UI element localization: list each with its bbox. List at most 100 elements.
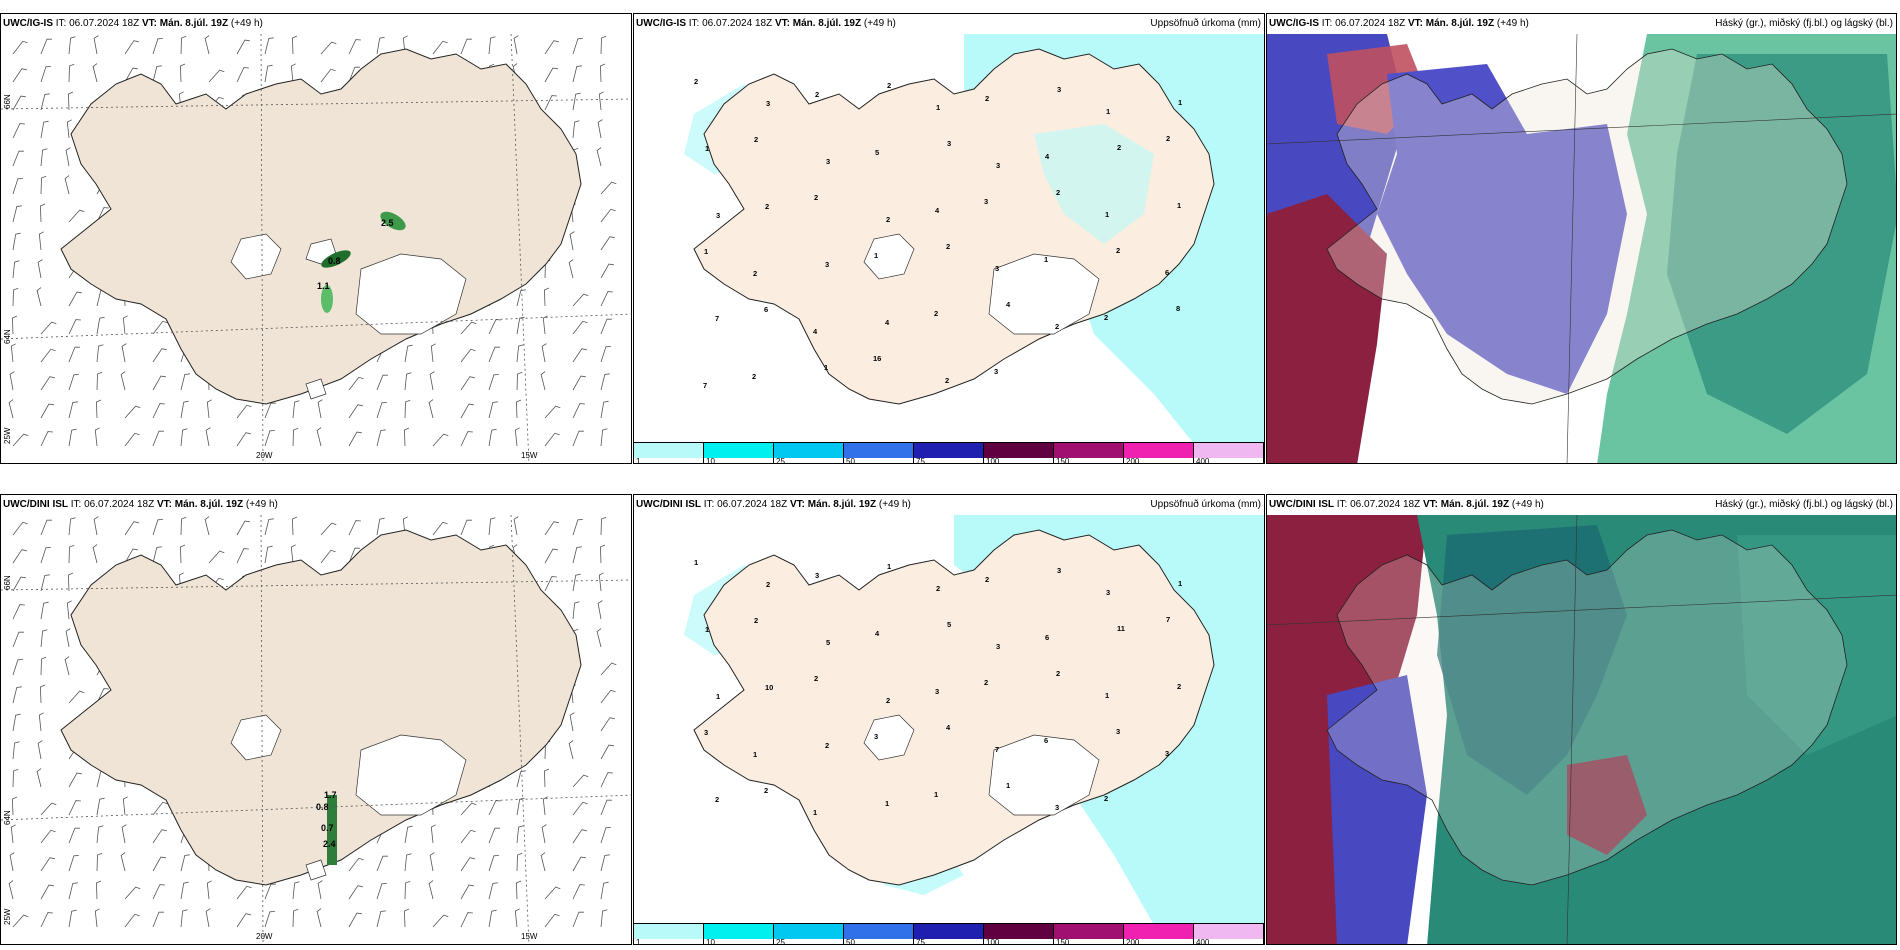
wind-barb bbox=[600, 346, 611, 363]
wind-barb bbox=[122, 315, 128, 335]
wind-barb bbox=[572, 519, 583, 536]
lat-label: 64N bbox=[3, 329, 12, 344]
wind-barb bbox=[36, 768, 42, 788]
wind-barb bbox=[12, 521, 28, 536]
wind-barb bbox=[488, 855, 499, 872]
wind-barb bbox=[404, 880, 411, 900]
wind-barb bbox=[67, 91, 74, 111]
wind-barb bbox=[600, 400, 609, 419]
wind-barb bbox=[402, 516, 408, 536]
wind-barb bbox=[152, 375, 166, 391]
wind-barb bbox=[11, 796, 18, 816]
wind-barb bbox=[572, 884, 585, 900]
wind-barb bbox=[432, 433, 449, 447]
wind-barb bbox=[152, 829, 167, 844]
wind-barb bbox=[600, 689, 616, 704]
precip-value: 1 bbox=[1177, 201, 1181, 210]
wind-barb bbox=[94, 908, 100, 928]
wind-barb bbox=[516, 770, 526, 788]
wind-barb bbox=[179, 63, 186, 83]
panel-header: UWC/IG-IS IT: 06.07.2024 18Z VT: Mán. 8.… bbox=[636, 18, 896, 29]
wind-barb bbox=[12, 123, 25, 139]
wind-map-panel-row2: 1.7 0.8 0.7 2.4 UWC/DINI ISL IT: 06.07.2… bbox=[0, 494, 632, 945]
wind-barb bbox=[68, 428, 77, 447]
wind-barb bbox=[264, 518, 274, 536]
wind-barb bbox=[236, 520, 250, 536]
wind-barb bbox=[208, 550, 225, 564]
wind-barb bbox=[544, 576, 557, 592]
wind-barb bbox=[317, 399, 323, 419]
wind-barb bbox=[40, 802, 57, 816]
panel-header: UWC/DINI ISL IT: 06.07.2024 18Z VT: Mán.… bbox=[1269, 499, 1544, 510]
wind-barb bbox=[64, 175, 70, 195]
wind-barb bbox=[121, 343, 127, 363]
wind-barb bbox=[236, 913, 251, 928]
wind-barb bbox=[124, 548, 138, 564]
wind-barb bbox=[68, 63, 75, 83]
colorbar-tick-label: 200 bbox=[1126, 938, 1140, 945]
colorbar-segment: 150 bbox=[1054, 923, 1124, 944]
precip-value: 3 bbox=[1055, 803, 1059, 812]
wind-barb bbox=[12, 686, 22, 704]
precip-value: 1 bbox=[705, 144, 709, 153]
wind-barb bbox=[12, 713, 21, 732]
wind-barb bbox=[430, 824, 436, 844]
wind-barb bbox=[64, 656, 70, 676]
wind-barb bbox=[179, 544, 186, 564]
precip-value: 3 bbox=[996, 642, 1000, 651]
precip-value: 3 bbox=[995, 264, 999, 273]
precip-value: 3 bbox=[874, 732, 878, 741]
wind-barb bbox=[514, 427, 520, 447]
precip-value: 1 bbox=[934, 790, 938, 799]
precip-value: 1 bbox=[1178, 579, 1182, 588]
precip-value: 2 bbox=[946, 242, 950, 251]
colorbar-segment: 1 bbox=[634, 923, 704, 944]
colorbar-segment: 150 bbox=[1054, 442, 1124, 463]
wind-barb bbox=[544, 40, 559, 55]
wind-barb bbox=[9, 852, 15, 872]
wind-barb bbox=[568, 740, 574, 760]
wind-barb bbox=[572, 546, 582, 564]
lon-label: 15W bbox=[521, 932, 538, 941]
wind-barb bbox=[68, 346, 80, 363]
wind-barb bbox=[236, 404, 252, 419]
wind-barb bbox=[541, 343, 547, 363]
wind-barb bbox=[600, 373, 610, 391]
wind-barb bbox=[429, 371, 435, 391]
wind-barb bbox=[38, 712, 44, 732]
wind-barb bbox=[8, 880, 14, 900]
wind-barb bbox=[68, 374, 79, 391]
precip-value: 5 bbox=[947, 620, 951, 629]
wind-barb bbox=[40, 519, 52, 536]
precip-value: 2 bbox=[753, 269, 757, 278]
wind-barb bbox=[404, 825, 413, 844]
lon-label: 20W bbox=[256, 451, 273, 460]
precip-value: 2 bbox=[825, 741, 829, 750]
wind-barb bbox=[152, 65, 162, 83]
wind-barb bbox=[180, 854, 190, 872]
precip-value: 3 bbox=[716, 211, 720, 220]
precip-value: 3 bbox=[1165, 749, 1169, 758]
wind-barb bbox=[205, 427, 211, 447]
wind-barb bbox=[290, 544, 296, 564]
colorbar-segment: 1 bbox=[634, 442, 704, 463]
wind-barb bbox=[206, 399, 212, 419]
wind-barb bbox=[598, 572, 604, 592]
wind-barb bbox=[292, 427, 299, 447]
wind-barb bbox=[96, 207, 109, 223]
colorbar-segment: 400 bbox=[1194, 442, 1264, 463]
colorbar-segment: 200 bbox=[1124, 442, 1194, 463]
wind-barb bbox=[95, 880, 102, 900]
wind-barb bbox=[460, 376, 475, 391]
colorbar-segment: 25 bbox=[774, 923, 844, 944]
wind-barb bbox=[404, 344, 413, 363]
lon-label: 20W bbox=[256, 932, 273, 941]
wind-barb bbox=[93, 516, 99, 536]
wind-barb bbox=[600, 717, 615, 732]
wind-barb bbox=[68, 909, 77, 928]
panel-header: UWC/IG-IS IT: 06.07.2024 18Z VT: Mán. 8.… bbox=[3, 18, 263, 29]
wind-barb bbox=[40, 120, 49, 139]
wind-barb bbox=[376, 517, 385, 536]
colorbar-tick-label: 400 bbox=[1196, 938, 1210, 945]
wind-barb bbox=[120, 852, 126, 872]
